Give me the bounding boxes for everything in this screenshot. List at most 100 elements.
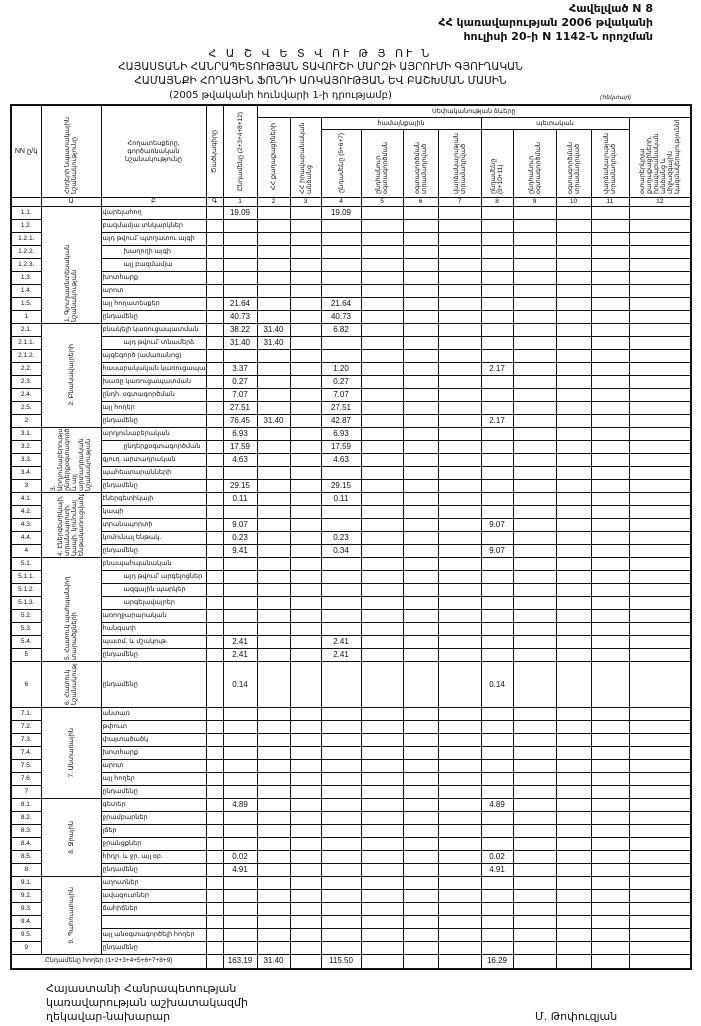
value-cell	[480, 836, 514, 851]
value-cell	[256, 491, 291, 506]
value-cell	[590, 771, 630, 786]
value-cell	[320, 608, 362, 623]
header-ownership: Սեփականության ձևերը	[256, 104, 692, 118]
value-cell	[480, 582, 514, 597]
value-cell	[555, 530, 592, 545]
value-cell	[360, 706, 404, 721]
signatory-line: կառավարության աշխատակազմի	[46, 996, 248, 1009]
value-cell	[512, 621, 557, 636]
value-cell	[402, 888, 439, 903]
annex-decree-date: հուլիսի 20-ի N 1142-Ն որոշման	[463, 30, 653, 43]
row-name: էներգետիկայի	[100, 491, 207, 506]
value-cell	[256, 270, 291, 285]
value-cell	[512, 374, 557, 389]
unit-label: (հեկտար)	[600, 95, 631, 101]
value-cell	[437, 810, 482, 825]
value-cell	[555, 543, 592, 558]
category-cell: 9. Պահուստային	[40, 875, 102, 955]
value-cell	[590, 797, 630, 812]
header-state-use: օգտագործման տրամադրված	[555, 128, 592, 198]
value-cell	[555, 608, 592, 623]
value-cell	[512, 810, 557, 825]
value-cell	[402, 569, 439, 584]
value-cell	[437, 257, 482, 272]
row-name: կոմունալ ենթակ.	[100, 530, 207, 545]
value-cell	[289, 758, 322, 773]
total-value	[289, 953, 322, 969]
header-code: Ծածկագիրը	[205, 104, 224, 198]
value-cell	[222, 823, 258, 838]
value-cell	[437, 771, 482, 786]
row-number: 8	[10, 862, 42, 877]
row-number: 4.1.	[10, 491, 42, 506]
value-cell	[437, 719, 482, 734]
value-cell	[480, 875, 514, 890]
value-cell	[256, 257, 291, 272]
value-cell	[512, 634, 557, 649]
value-cell	[555, 862, 592, 877]
value-cell	[555, 927, 592, 942]
value-cell	[402, 283, 439, 298]
value-cell	[289, 218, 322, 233]
value-cell	[628, 387, 692, 402]
value-cell	[320, 504, 362, 519]
value-cell	[480, 218, 514, 233]
value-cell	[222, 621, 258, 636]
value-cell	[402, 374, 439, 389]
value-cell	[437, 439, 482, 454]
value-cell	[590, 530, 630, 545]
value-cell	[360, 296, 404, 311]
row-name: խառը կառուցապատման	[100, 374, 207, 389]
header-citizens: ՀՀ քաղաքացիների	[256, 116, 291, 198]
total-value	[628, 953, 692, 969]
row-number: 6	[10, 660, 42, 708]
value-cell	[256, 836, 291, 851]
value-cell	[360, 361, 404, 376]
value-cell	[437, 491, 482, 506]
value-cell	[205, 569, 224, 584]
table-row: 3.1. 3. Արդյունաբերության, ընդերքօգտագործ…	[10, 426, 692, 493]
value-cell	[480, 374, 514, 389]
value-cell	[289, 784, 322, 799]
value-cell: 4.63	[222, 452, 258, 467]
value-cell	[512, 348, 557, 363]
value-cell	[628, 543, 692, 558]
value-cell	[555, 361, 592, 376]
value-cell	[289, 660, 322, 708]
table-row: 1.2. բազմամյա տնկարկներ	[10, 218, 692, 233]
table-row: 9.4.	[10, 914, 692, 929]
value-cell	[205, 231, 224, 246]
value-cell	[256, 758, 291, 773]
row-number: 7.1.	[10, 706, 42, 721]
value-cell	[360, 465, 404, 480]
value-cell	[590, 569, 630, 584]
value-cell	[320, 465, 362, 480]
value-cell	[437, 244, 482, 259]
value-cell	[402, 745, 439, 760]
value-cell	[205, 556, 224, 571]
value-cell	[360, 836, 404, 851]
row-name: ընդամենը	[100, 309, 207, 324]
value-cell	[628, 296, 692, 311]
value-cell	[360, 387, 404, 402]
column-index: 3	[289, 196, 322, 207]
row-number: 3.4.	[10, 465, 42, 480]
value-cell: 21.64	[222, 296, 258, 311]
table-row: 5.1.2. ազգային պարկեր	[10, 582, 692, 597]
value-cell	[628, 660, 692, 708]
row-number: 1.3.	[10, 270, 42, 285]
value-cell	[512, 426, 557, 441]
value-cell	[402, 556, 439, 571]
signatory-line: ղեկավար-նախարար	[46, 1010, 171, 1023]
table-row: 7.6. այլ հողեր	[10, 771, 692, 786]
row-name: այլ հողատեսքեր	[100, 296, 207, 311]
value-cell	[590, 465, 630, 480]
value-cell	[437, 849, 482, 864]
value-cell	[628, 244, 692, 259]
value-cell: 31.40	[256, 322, 291, 337]
value-cell	[628, 888, 692, 903]
row-name: ճահիճներ	[100, 901, 207, 916]
value-cell	[402, 335, 439, 350]
value-cell	[512, 517, 557, 532]
value-cell	[555, 283, 592, 298]
